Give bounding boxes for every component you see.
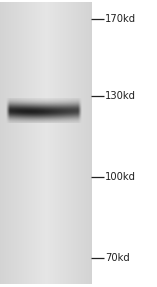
Text: 130kd: 130kd <box>105 91 136 101</box>
Text: 170kd: 170kd <box>105 14 136 24</box>
Text: 70kd: 70kd <box>105 253 130 263</box>
Text: 100kd: 100kd <box>105 172 136 181</box>
